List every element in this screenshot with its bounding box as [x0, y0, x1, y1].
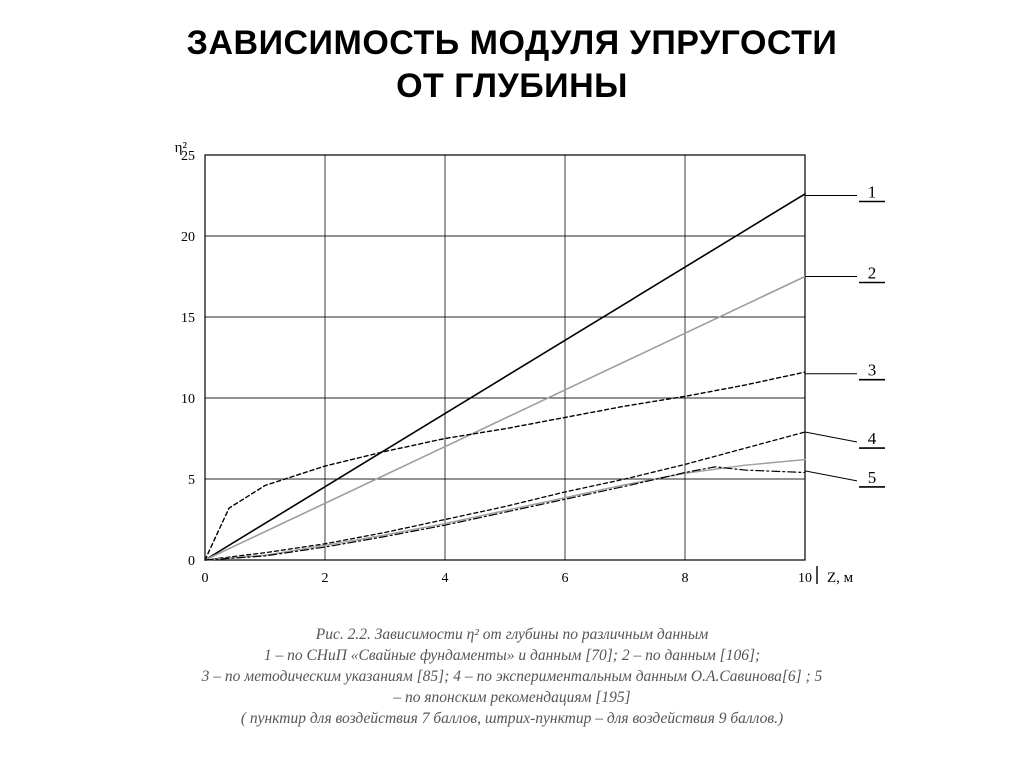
page-root: ЗАВИСИМОСТЬ МОДУЛЯ УПРУГОСТИ ОТ ГЛУБИНЫ …: [0, 0, 1024, 767]
caption-line-4: – по японским рекомендациям [195]: [393, 689, 630, 706]
figure-caption: Рис. 2.2. Зависимости η² от глубины по р…: [0, 625, 1024, 730]
caption-line-1: Рис. 2.2. Зависимости η² от глубины по р…: [316, 626, 709, 643]
svg-text:2: 2: [322, 571, 329, 586]
svg-text:10: 10: [798, 571, 812, 586]
title-line-2: ОТ ГЛУБИНЫ: [396, 67, 628, 105]
svg-text:Z, м: Z, м: [827, 570, 854, 586]
svg-text:4: 4: [442, 571, 449, 586]
caption-line-3: 3 – по методическим указаниям [85]; 4 – …: [202, 668, 823, 685]
svg-text:10: 10: [181, 392, 195, 407]
page-title: ЗАВИСИМОСТЬ МОДУЛЯ УПРУГОСТИ ОТ ГЛУБИНЫ: [0, 22, 1024, 107]
svg-text:20: 20: [181, 230, 195, 245]
svg-text:6: 6: [562, 571, 569, 586]
line-chart: 02468100510152025η²Z, м12345: [120, 135, 920, 615]
title-line-1: ЗАВИСИМОСТЬ МОДУЛЯ УПРУГОСТИ: [187, 24, 838, 62]
svg-text:3: 3: [868, 361, 877, 380]
svg-text:1: 1: [868, 183, 877, 202]
caption-line-5: ( пунктир для воздействия 7 баллов, штри…: [241, 710, 783, 727]
svg-text:8: 8: [682, 571, 689, 586]
svg-text:15: 15: [181, 311, 195, 326]
svg-text:η²: η²: [175, 140, 188, 156]
svg-text:2: 2: [868, 264, 877, 283]
svg-text:4: 4: [868, 429, 877, 448]
caption-line-2: 1 – по СНиП «Свайные фундаменты» и данны…: [264, 647, 760, 664]
svg-text:0: 0: [188, 554, 195, 569]
svg-text:5: 5: [868, 468, 877, 487]
svg-text:0: 0: [202, 571, 209, 586]
chart-container: 02468100510152025η²Z, м12345: [120, 135, 920, 615]
svg-text:5: 5: [188, 473, 195, 488]
